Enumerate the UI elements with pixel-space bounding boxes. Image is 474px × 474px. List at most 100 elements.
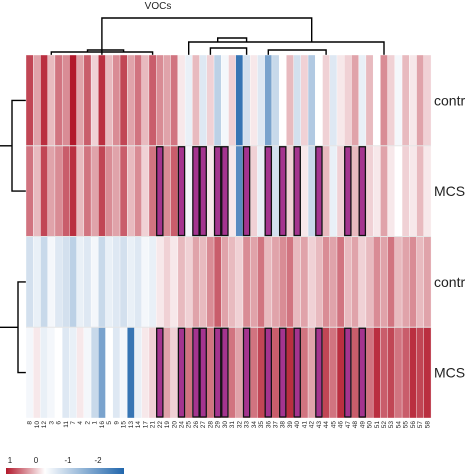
highlight-cell xyxy=(293,327,301,418)
heatmap-cell xyxy=(184,145,193,237)
heatmap-cell xyxy=(401,327,410,419)
highlight-cell xyxy=(358,146,367,237)
heatmap-cell xyxy=(69,327,77,419)
row-label: contr xyxy=(434,274,465,290)
heatmap-cell xyxy=(257,236,265,328)
highlight-cell xyxy=(156,146,164,237)
column-label: 32 xyxy=(236,421,243,429)
heatmap-cell xyxy=(300,54,309,146)
heatmap-cell xyxy=(148,145,157,237)
highlight-cell xyxy=(315,146,323,237)
heatmap-cell xyxy=(127,236,135,328)
column-label: 8 xyxy=(27,421,34,425)
heatmap-cell xyxy=(228,327,236,419)
heatmap-cell xyxy=(278,236,287,328)
highlight-cell xyxy=(221,327,229,418)
column-label: 50 xyxy=(367,421,374,429)
highlight-cell xyxy=(192,327,200,418)
heatmap-cell xyxy=(90,327,99,419)
heatmap-cell xyxy=(351,327,359,419)
column-label: 30 xyxy=(222,421,229,429)
heatmap-cell xyxy=(380,236,388,328)
heatmap-cell xyxy=(322,54,330,146)
heatmap-cell xyxy=(271,327,280,419)
highlight-cell xyxy=(199,327,207,418)
heatmap-cell xyxy=(163,327,171,419)
heatmap-cell xyxy=(336,145,345,237)
heatmap-cell xyxy=(351,145,359,237)
dendrogram-branch xyxy=(11,99,26,192)
heatmap-cell xyxy=(423,145,432,237)
heatmap-cell xyxy=(206,54,215,146)
column-label: 54 xyxy=(396,421,403,429)
heatmap-cell xyxy=(307,145,316,237)
heatmap-cell xyxy=(329,327,338,419)
heatmap-cell xyxy=(170,54,179,146)
heatmap-cell xyxy=(47,327,56,419)
column-label: 29 xyxy=(215,421,222,429)
heatmap-cell xyxy=(163,236,171,328)
highlight-cell xyxy=(278,146,287,237)
heatmap-cell xyxy=(54,54,63,146)
heatmap-cell xyxy=(40,145,48,237)
heatmap-cell xyxy=(119,54,128,146)
column-label: 24 xyxy=(179,421,186,429)
heatmap-cell xyxy=(206,327,215,419)
heatmap-cell xyxy=(76,54,85,146)
heatmap-cell xyxy=(372,145,381,237)
heatmap-cell xyxy=(54,145,63,237)
column-label: 43 xyxy=(316,421,323,429)
heatmap-cell xyxy=(90,145,99,237)
heatmap-cell xyxy=(307,327,316,419)
heatmap-cell xyxy=(141,145,150,237)
heatmap-cell xyxy=(54,236,63,328)
heatmap-cell xyxy=(358,236,367,328)
heatmap-cell xyxy=(105,236,114,328)
column-label: 11 xyxy=(63,421,70,428)
heatmap-cell xyxy=(119,327,128,419)
heatmap-cell xyxy=(329,54,338,146)
heatmap-cell xyxy=(134,54,142,146)
dendrogram-branch xyxy=(267,49,327,55)
heatmap-cell xyxy=(307,236,316,328)
highlight-cell xyxy=(344,146,352,237)
heatmap-cell xyxy=(387,236,396,328)
heatmap-cell xyxy=(423,327,432,419)
heatmap-cell xyxy=(134,145,142,237)
heatmap-cell xyxy=(300,236,309,328)
column-label: 36 xyxy=(265,421,272,429)
column-label: 17 xyxy=(142,421,149,429)
heatmap-cell xyxy=(416,145,424,237)
heatmap-cell xyxy=(98,54,106,146)
highlight-cell xyxy=(242,146,251,237)
heatmap-cell xyxy=(336,236,345,328)
heatmap-cell xyxy=(148,54,157,146)
heatmap-cell xyxy=(25,236,34,328)
row-label: contr xyxy=(434,92,465,108)
heatmap-cell xyxy=(163,145,171,237)
column-label: 22 xyxy=(157,421,164,429)
highlight-cell xyxy=(156,327,164,418)
heatmap-cell xyxy=(25,54,34,146)
heatmap-cell xyxy=(336,54,345,146)
heatmap-cell xyxy=(409,327,417,419)
column-label: 34 xyxy=(251,421,258,429)
column-label: 2 xyxy=(85,421,92,425)
dendrogram-branch xyxy=(17,281,26,374)
heatmap-cell xyxy=(257,145,265,237)
heatmap-cell xyxy=(192,54,200,146)
heatmap-cell xyxy=(69,54,77,146)
column-label: 47 xyxy=(345,421,352,429)
heatmap-cell xyxy=(148,327,157,419)
heatmap-cell xyxy=(416,236,424,328)
dendrogram-branch xyxy=(50,51,154,55)
heatmap-cell xyxy=(372,236,381,328)
heatmap-cell xyxy=(307,54,316,146)
heatmap-cell xyxy=(322,327,330,419)
heatmap-cell xyxy=(47,145,56,237)
column-label: 37 xyxy=(273,421,280,429)
column-dendrogram xyxy=(50,17,385,55)
heatmap-cell xyxy=(170,145,179,237)
highlight-cell xyxy=(315,327,323,418)
